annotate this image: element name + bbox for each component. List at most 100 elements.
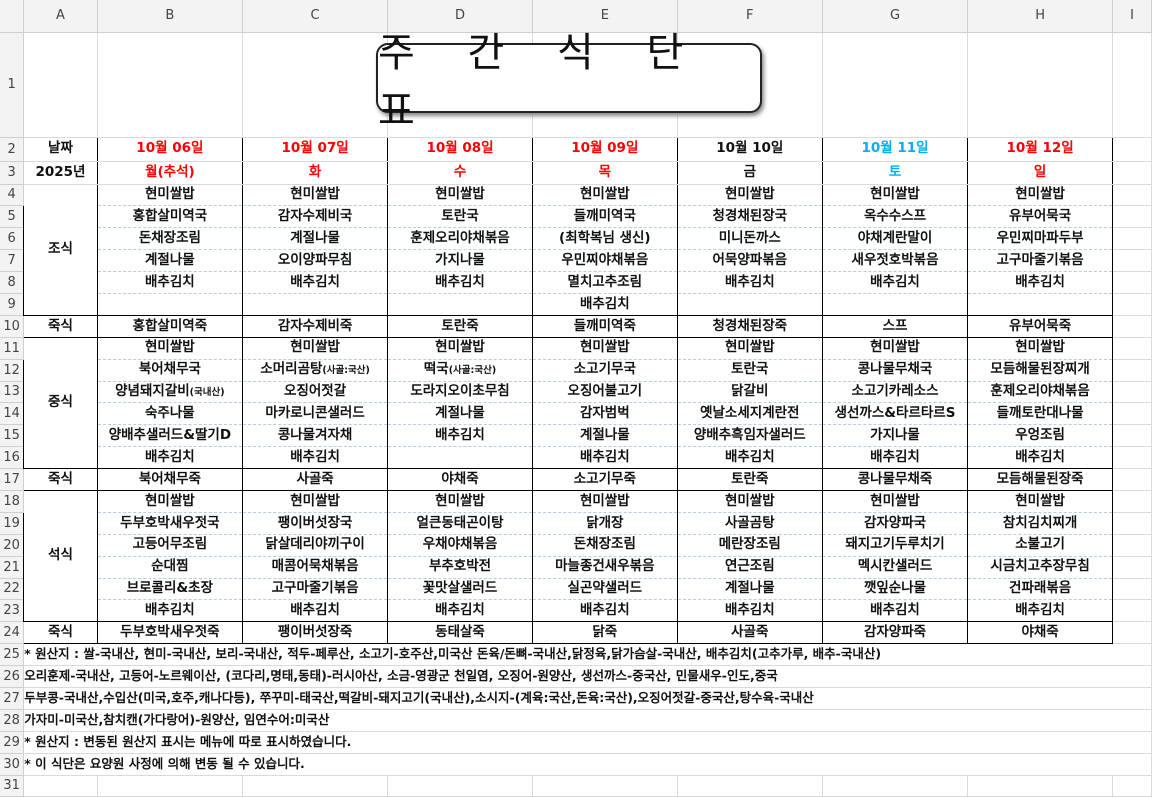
cell[interactable] [532, 775, 678, 797]
row-number[interactable]: 11 [0, 337, 25, 360]
cell[interactable] [1112, 556, 1152, 579]
row-number[interactable]: 4 [0, 184, 25, 207]
cell[interactable] [1112, 578, 1152, 601]
cell[interactable] [1112, 293, 1152, 316]
cell[interactable] [1112, 446, 1152, 470]
row-number[interactable]: 10 [0, 315, 25, 338]
note-text: 오리훈제-국내산, 고등어-노르웨이산, (코다리,명태,동태)-러시아산, 소… [24, 668, 778, 684]
cell[interactable] [1112, 315, 1152, 338]
cell[interactable] [1112, 468, 1152, 491]
row-number[interactable]: 12 [0, 359, 25, 382]
cell[interactable] [1112, 205, 1152, 229]
menu-item: 북어채무국 [96, 359, 244, 382]
cell[interactable] [1112, 402, 1152, 426]
menu-item: 배추김치 [387, 599, 533, 623]
row-number[interactable]: 2 [0, 137, 25, 162]
row-number[interactable]: 22 [0, 578, 25, 601]
cell[interactable] [1112, 709, 1152, 732]
cell[interactable] [1112, 137, 1152, 162]
menu-item: 청경채된장죽 [676, 314, 823, 338]
cell[interactable] [1112, 512, 1152, 535]
menu-item: 오징어불고기 [531, 381, 678, 404]
row-number[interactable]: 14 [0, 402, 25, 426]
row-number[interactable]: 20 [0, 534, 25, 557]
cell[interactable] [967, 32, 1113, 138]
cell[interactable] [1112, 32, 1152, 138]
row-number[interactable]: 28 [0, 709, 25, 732]
column-header[interactable]: G [822, 0, 969, 33]
row-number[interactable]: 23 [0, 599, 25, 623]
menu-item: 소고기카레소스 [821, 381, 969, 404]
row-number[interactable]: 19 [0, 512, 25, 535]
row-number[interactable]: 31 [0, 775, 25, 797]
cell[interactable] [1112, 271, 1152, 294]
row-number[interactable]: 8 [0, 271, 25, 294]
note-text: * 원산지 : 쌀-국내산, 현미-국내산, 보리-국내산, 적두-페루산, 소… [24, 646, 882, 662]
row-number[interactable]: 26 [0, 665, 25, 688]
cell[interactable] [1112, 621, 1152, 645]
row-number[interactable]: 13 [0, 381, 25, 404]
cell[interactable] [822, 775, 969, 797]
cell[interactable] [967, 775, 1113, 797]
row-number[interactable]: 29 [0, 731, 25, 754]
row-number[interactable]: 27 [0, 687, 25, 710]
row-number[interactable]: 1 [0, 32, 25, 138]
column-header[interactable]: A [23, 0, 98, 33]
cell[interactable] [1112, 490, 1152, 513]
menu-item: 고구마줄기볶음 [967, 249, 1113, 273]
note-line: * 이 식단은 요양원 사정에 의해 변동 될 수 있습니다. [23, 753, 1113, 776]
cell[interactable] [1112, 227, 1152, 251]
cell[interactable] [1112, 534, 1152, 557]
cell[interactable] [1112, 184, 1152, 207]
cell[interactable] [1112, 249, 1152, 273]
menu-item: 배추김치 [96, 271, 244, 294]
row-number[interactable]: 3 [0, 161, 25, 185]
row-number[interactable]: 15 [0, 424, 25, 448]
cell[interactable] [1112, 161, 1152, 185]
cell[interactable] [1112, 424, 1152, 448]
cell[interactable] [1112, 687, 1152, 710]
cell[interactable] [1112, 665, 1152, 688]
cell[interactable] [23, 775, 98, 797]
column-header[interactable]: E [532, 0, 678, 33]
menu-item: 홍합살미역죽 [96, 314, 244, 338]
cell[interactable] [242, 775, 389, 797]
cell[interactable] [677, 775, 823, 797]
cell[interactable] [1112, 753, 1152, 776]
row-number[interactable]: 5 [0, 205, 25, 229]
cell[interactable] [1112, 337, 1152, 360]
cell[interactable] [1112, 775, 1152, 797]
cell[interactable] [23, 32, 98, 138]
cell[interactable] [1112, 599, 1152, 623]
column-header[interactable]: H [967, 0, 1113, 33]
cell[interactable] [97, 775, 244, 797]
row-number[interactable]: 25 [0, 643, 25, 667]
menu-item [676, 293, 823, 316]
cell[interactable] [1112, 359, 1152, 382]
row-number[interactable]: 16 [0, 446, 25, 470]
cell[interactable] [97, 32, 244, 138]
column-header[interactable]: C [242, 0, 389, 33]
row-number[interactable]: 24 [0, 621, 25, 645]
row-number[interactable]: 18 [0, 490, 25, 513]
cell[interactable] [1112, 381, 1152, 404]
row-number[interactable]: 30 [0, 753, 25, 776]
column-header[interactable]: I [1112, 0, 1152, 33]
column-header[interactable]: B [97, 0, 244, 33]
select-all-corner[interactable] [0, 0, 25, 33]
row-number[interactable]: 9 [0, 293, 25, 316]
note-line: 두부콩-국내산,수입산(미국,호주,캐나다등), 쭈꾸미-태국산,떡갈비-돼지고… [23, 687, 1113, 710]
row-number[interactable]: 6 [0, 227, 25, 251]
cell[interactable] [1112, 731, 1152, 754]
row-number[interactable]: 17 [0, 468, 25, 491]
cell[interactable] [387, 775, 533, 797]
column-header[interactable]: F [677, 0, 823, 33]
cell[interactable] [822, 32, 969, 138]
cell[interactable] [242, 32, 389, 138]
row-number[interactable]: 7 [0, 249, 25, 273]
column-header[interactable]: D [387, 0, 533, 33]
cell[interactable] [1112, 643, 1152, 667]
origin-note: (사골:국산) [322, 365, 370, 377]
row-number[interactable]: 21 [0, 556, 25, 579]
menu-item: 현미쌀밥 [676, 489, 823, 513]
